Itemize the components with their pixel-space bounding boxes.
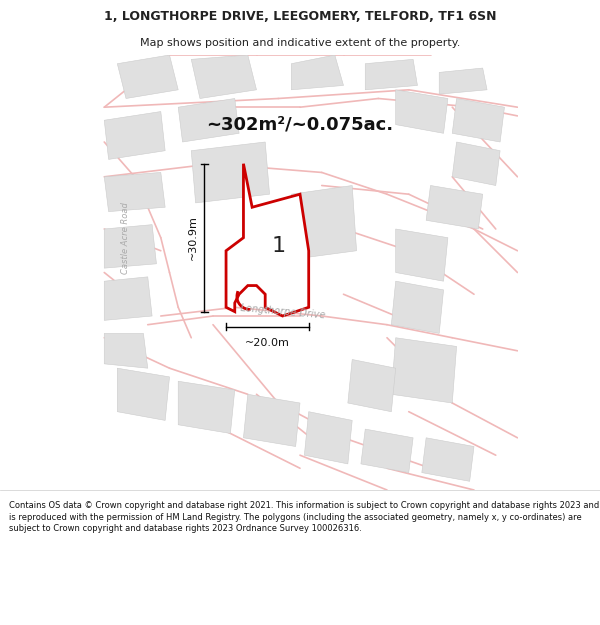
Polygon shape bbox=[422, 438, 474, 481]
Polygon shape bbox=[348, 359, 396, 412]
Polygon shape bbox=[361, 429, 413, 472]
Text: 1: 1 bbox=[271, 236, 286, 256]
Polygon shape bbox=[426, 186, 483, 229]
Polygon shape bbox=[104, 224, 157, 268]
Polygon shape bbox=[118, 368, 170, 421]
Polygon shape bbox=[396, 90, 448, 133]
Polygon shape bbox=[104, 173, 165, 212]
Text: Castle Acre Road: Castle Acre Road bbox=[121, 202, 131, 274]
Polygon shape bbox=[104, 333, 148, 368]
Polygon shape bbox=[178, 381, 235, 434]
Polygon shape bbox=[244, 394, 300, 446]
Polygon shape bbox=[365, 59, 418, 90]
Polygon shape bbox=[396, 229, 448, 281]
Polygon shape bbox=[391, 338, 457, 403]
Polygon shape bbox=[191, 142, 269, 203]
Polygon shape bbox=[439, 68, 487, 94]
Polygon shape bbox=[178, 99, 239, 142]
Polygon shape bbox=[104, 277, 152, 321]
Polygon shape bbox=[391, 281, 443, 333]
Text: 1, LONGTHORPE DRIVE, LEEGOMERY, TELFORD, TF1 6SN: 1, LONGTHORPE DRIVE, LEEGOMERY, TELFORD,… bbox=[104, 10, 496, 23]
Text: Contains OS data © Crown copyright and database right 2021. This information is : Contains OS data © Crown copyright and d… bbox=[9, 501, 599, 533]
Polygon shape bbox=[292, 55, 344, 90]
Text: ~20.0m: ~20.0m bbox=[245, 338, 290, 348]
Polygon shape bbox=[104, 111, 165, 159]
Text: Map shows position and indicative extent of the property.: Map shows position and indicative extent… bbox=[140, 38, 460, 48]
Text: ~302m²/~0.075ac.: ~302m²/~0.075ac. bbox=[206, 116, 394, 134]
Text: Longthorpe Drive: Longthorpe Drive bbox=[240, 303, 325, 321]
Polygon shape bbox=[191, 55, 257, 99]
Polygon shape bbox=[118, 55, 178, 99]
Polygon shape bbox=[304, 412, 352, 464]
Polygon shape bbox=[452, 99, 505, 142]
Polygon shape bbox=[226, 164, 309, 316]
Polygon shape bbox=[292, 186, 356, 259]
Text: ~30.9m: ~30.9m bbox=[188, 215, 198, 260]
Polygon shape bbox=[452, 142, 500, 186]
